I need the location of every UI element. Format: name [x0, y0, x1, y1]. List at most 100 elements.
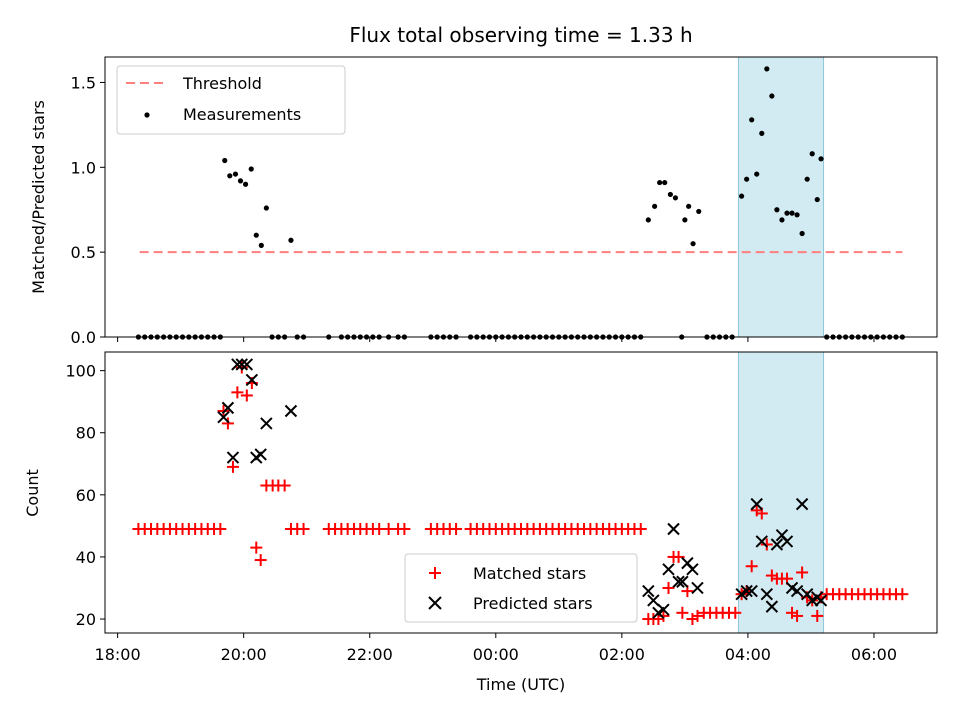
predicted-star-point: [657, 603, 670, 616]
chart-title: Flux total observing time = 1.33 h: [349, 23, 692, 47]
measurement-point: [645, 217, 651, 223]
predicted-star-point: [217, 410, 230, 424]
bottom-axes-frame: [104, 351, 938, 634]
predicted-star-point: [755, 535, 768, 548]
matched-star-point: [729, 606, 742, 619]
matched-star-point: [254, 554, 267, 567]
legend-matched-swatch: [429, 567, 441, 579]
matched-star-point: [662, 581, 675, 594]
measurement-point: [818, 156, 824, 162]
matched-star-point: [240, 389, 253, 402]
predicted-star-point: [240, 358, 254, 371]
measurement-point: [248, 166, 254, 172]
top-y-axis-label: Matched/Predicted stars: [29, 100, 48, 294]
top-x-ticks: [117, 337, 875, 342]
predicted-star-point: [790, 584, 804, 598]
legend-matched-label: Matched stars: [473, 564, 586, 583]
predicted-star-point: [686, 563, 699, 576]
predicted-star-point: [245, 373, 259, 387]
top-highlight-span: [737, 56, 825, 338]
legend-predicted-swatch: [428, 596, 442, 610]
bottom-y-tick-label: 20: [76, 610, 96, 629]
top-y-tick-label: 0.0: [71, 328, 96, 347]
predicted-stars-series: [217, 358, 828, 620]
measurement-point: [784, 210, 790, 216]
bottom-y-tick-label: 100: [65, 362, 96, 381]
predicted-star-point: [672, 575, 685, 588]
predicted-star-point: [642, 584, 655, 598]
bottom-y-ticks: 20 40 60 80 100: [65, 362, 105, 629]
measurement-point: [682, 217, 688, 223]
bottom-x-tick-label: 00:00: [473, 645, 519, 664]
measurement-point: [237, 178, 244, 184]
predicted-star-point: [770, 538, 784, 551]
predicted-star-point: [667, 522, 680, 536]
predicted-star-point: [740, 584, 753, 598]
predicted-star-point: [254, 448, 267, 461]
top-y-tick-label: 0.5: [71, 243, 96, 262]
measurement-point: [754, 171, 760, 177]
matched-star-point: [398, 522, 411, 535]
predicted-star-point: [691, 581, 704, 595]
measurement-point: [662, 179, 668, 186]
measurement-point: [232, 171, 239, 177]
matched-star-point: [691, 609, 704, 622]
measurement-point: [258, 242, 264, 248]
matched-star-point: [760, 538, 773, 551]
legend-measurements-swatch: [144, 112, 150, 118]
predicted-star-point: [221, 401, 235, 415]
bottom-y-tick-label: 80: [76, 424, 96, 443]
bottom-y-tick-label: 40: [76, 548, 96, 567]
measurement-point: [686, 203, 692, 209]
predicted-star-point: [750, 497, 763, 511]
matched-star-point: [791, 609, 804, 622]
matched-star-point: [896, 588, 909, 601]
predicted-star-point: [780, 535, 794, 548]
measurement-point: [263, 205, 269, 211]
measurement-point: [690, 241, 696, 247]
predicted-star-point: [260, 417, 273, 430]
predicted-star-point: [235, 358, 248, 371]
measurement-point: [809, 151, 815, 157]
bottom-y-axis-label: Count: [23, 469, 42, 517]
top-legend-box: [116, 65, 346, 135]
x-axis-label: Time (UTC): [476, 675, 565, 694]
top-legend: Threshold Measurements: [116, 65, 346, 135]
predicted-star-point: [662, 563, 675, 576]
top-y-tick-label: 1.0: [71, 158, 96, 177]
predicted-star-point: [795, 497, 809, 511]
matched-star-point: [672, 550, 685, 563]
measurement-point: [227, 173, 233, 179]
predicted-star-point: [231, 358, 244, 371]
bottom-x-tick-label: 18:00: [95, 645, 141, 664]
measurement-point: [814, 196, 820, 203]
measurement-point: [672, 195, 679, 201]
measurement-point: [759, 130, 765, 136]
measurement-point: [652, 203, 658, 209]
measurement-point: [794, 212, 800, 218]
matched-star-point: [634, 522, 647, 535]
legend-predicted-label: Predicted stars: [473, 594, 593, 613]
measurement-point: [222, 157, 228, 164]
top-y-ticks: 0.0 0.5 1.0 1.5: [71, 73, 105, 347]
measurement-point: [764, 66, 770, 72]
measurement-point: [779, 217, 785, 223]
predicted-star-point: [745, 584, 758, 598]
bottom-x-tick-label: 06:00: [851, 645, 897, 664]
bottom-y-tick-label: 60: [76, 486, 96, 505]
measurement-point: [789, 210, 795, 216]
measurement-point: [804, 176, 810, 182]
measurement-point: [749, 117, 755, 123]
bottom-x-tick-label: 02:00: [599, 645, 645, 664]
measurement-point: [657, 179, 663, 186]
legend-threshold-label: Threshold: [182, 74, 262, 93]
bottom-x-ticks: 18:00 20:00 22:00 00:00 02:00 04:00 06:00: [95, 633, 897, 664]
predicted-star-point: [647, 594, 660, 607]
predicted-star-point: [765, 600, 779, 613]
predicted-star-point: [814, 594, 828, 607]
bottom-legend-box: [404, 553, 638, 623]
predicted-star-point: [760, 587, 774, 601]
predicted-star-point: [676, 575, 689, 588]
top-axes-frame: [104, 56, 938, 338]
measurement-point: [799, 230, 805, 237]
